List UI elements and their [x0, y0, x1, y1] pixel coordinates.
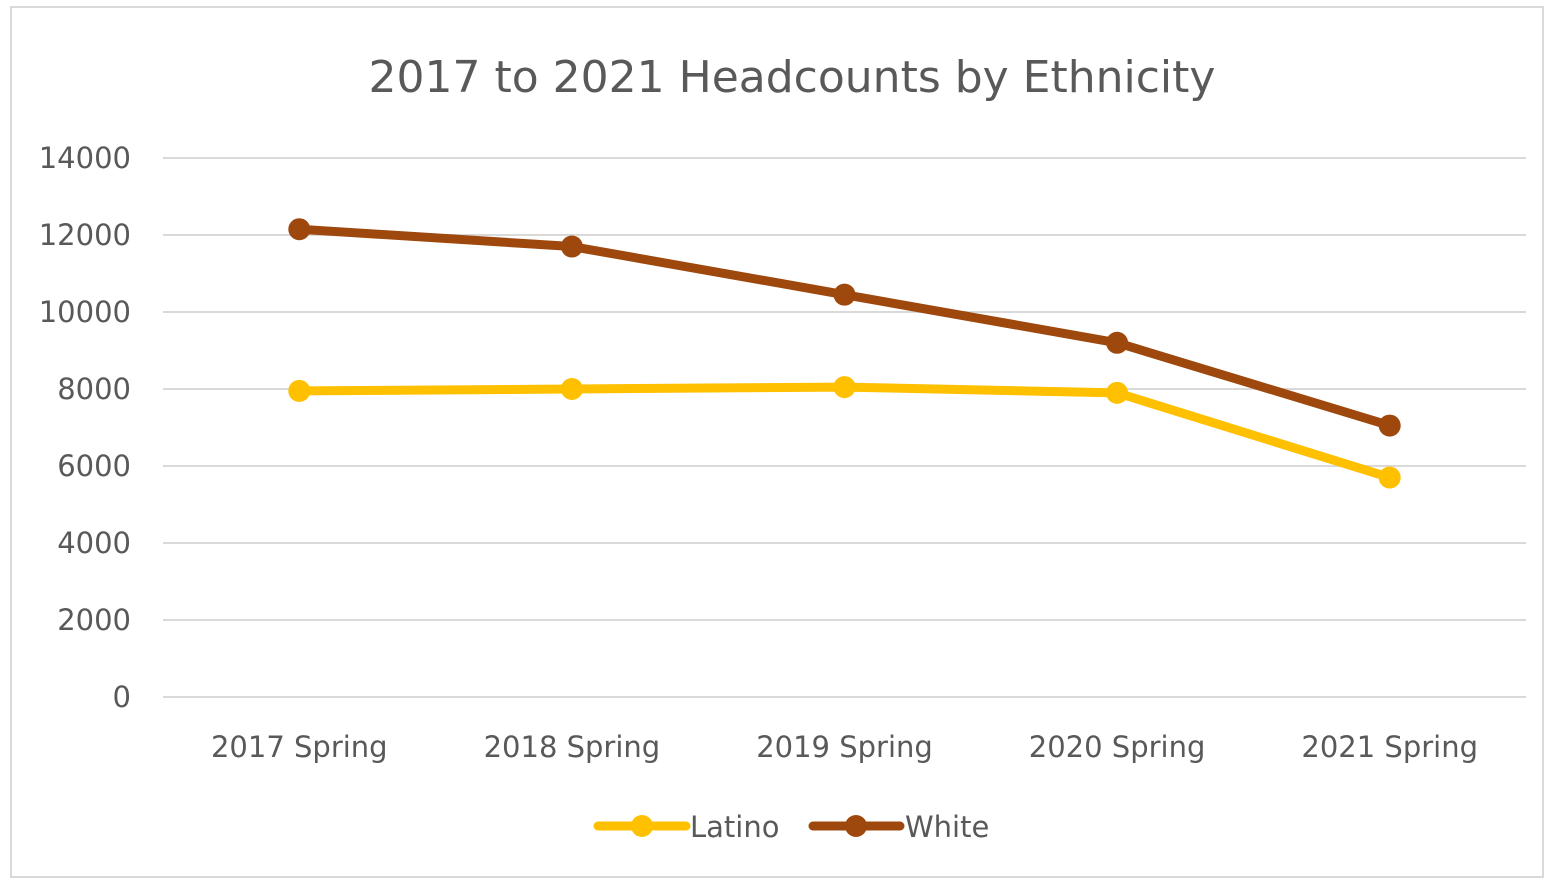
y-tick-label: 8000: [57, 372, 131, 406]
series-lines: [288, 218, 1401, 489]
legend-label: Latino: [690, 810, 779, 844]
data-point[interactable]: [833, 376, 856, 399]
legend-label: White: [905, 810, 989, 844]
x-axis-ticks: 2017 Spring 2018 Spring 2019 Spring 2020 Sp…: [211, 730, 1478, 764]
data-point[interactable]: [288, 379, 311, 402]
y-tick-label: 12000: [39, 218, 131, 252]
data-point[interactable]: [1106, 331, 1129, 354]
y-tick-label: 0: [113, 680, 131, 714]
series-latino: [288, 376, 1401, 489]
x-tick-label: 2020 Spring: [1029, 730, 1206, 764]
x-tick-label: 2018 Spring: [484, 730, 661, 764]
y-tick-label: 4000: [57, 526, 131, 560]
data-point[interactable]: [833, 283, 856, 306]
legend-item-latino[interactable]: Latino: [593, 810, 779, 844]
legend[interactable]: Latino White: [593, 810, 989, 844]
legend-item-white[interactable]: White: [808, 810, 989, 844]
data-point[interactable]: [1378, 466, 1401, 489]
series-line: [294, 382, 1395, 483]
y-axis-ticks: 14000 12000 10000 8000 6000 4000 2000 0: [39, 141, 131, 714]
legend-marker-swatch: [631, 815, 653, 837]
legend-marker-swatch: [845, 815, 867, 837]
y-tick-label: 10000: [39, 295, 131, 329]
x-tick-label: 2021 Spring: [1301, 730, 1478, 764]
y-tick-label: 14000: [39, 141, 131, 175]
x-tick-label: 2019 Spring: [756, 730, 933, 764]
y-tick-label: 6000: [57, 449, 131, 483]
y-tick-label: 2000: [57, 603, 131, 637]
chart-title: 2017 to 2021 Headcounts by Ethnicity: [369, 52, 1216, 103]
x-tick-label: 2017 Spring: [211, 730, 388, 764]
data-point[interactable]: [560, 378, 583, 400]
data-point[interactable]: [1106, 381, 1129, 404]
gridlines: [163, 157, 1526, 698]
data-point[interactable]: [560, 235, 583, 258]
data-point[interactable]: [288, 218, 311, 241]
data-point[interactable]: [1378, 414, 1401, 437]
series-white: [288, 218, 1401, 437]
